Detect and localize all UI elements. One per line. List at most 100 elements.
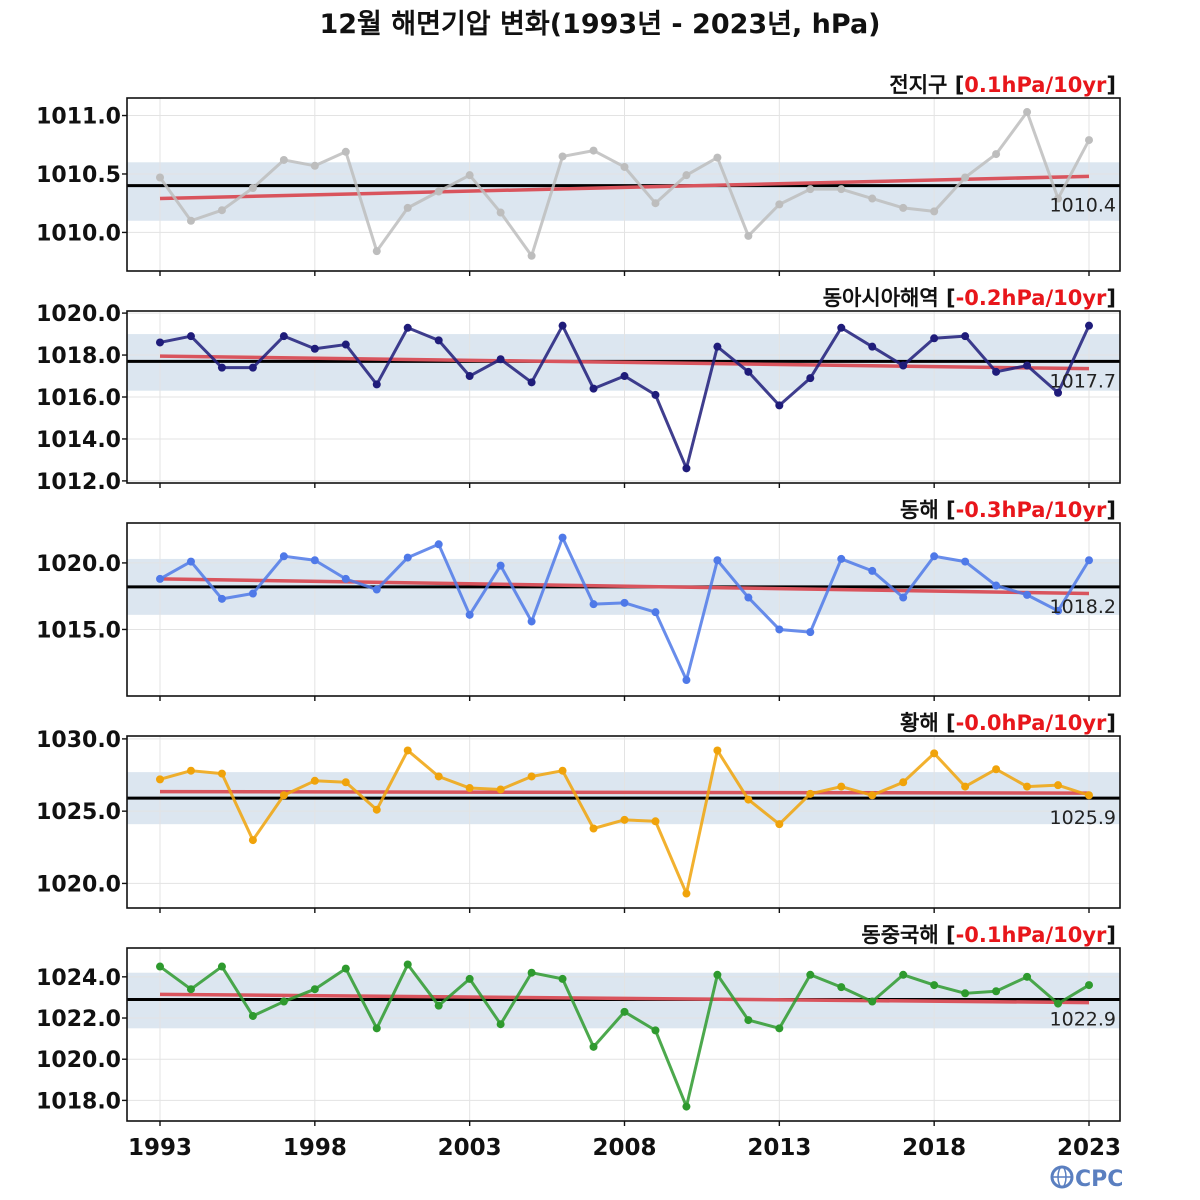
data-point (465, 372, 474, 381)
bracket-close: ] (1106, 923, 1116, 947)
data-point (1023, 108, 1032, 117)
region-name: 황해 [ (900, 711, 956, 735)
data-point (310, 161, 319, 170)
data-point (310, 556, 319, 565)
data-point (465, 784, 474, 793)
data-point (961, 332, 970, 341)
bracket-close: ] (1106, 711, 1116, 735)
data-point (496, 561, 505, 570)
data-point (620, 815, 629, 824)
data-point (372, 380, 381, 389)
region-name: 동중국해 [ (861, 923, 955, 947)
data-point (527, 772, 536, 781)
logo: CPC (1050, 1165, 1123, 1192)
mean-value-label: 1022.9 (1050, 1008, 1116, 1030)
data-point (186, 557, 195, 566)
data-point (434, 772, 443, 781)
data-point (961, 557, 970, 566)
data-point (744, 231, 753, 240)
std-band (127, 162, 1120, 221)
data-point (620, 162, 629, 171)
y-tick-label: 1010.0 (36, 221, 121, 246)
data-point (434, 336, 443, 345)
data-point (930, 981, 939, 990)
data-point (806, 970, 815, 979)
data-point (744, 1016, 753, 1025)
data-point (775, 625, 784, 634)
panel-1: 1010.4 1010.0 1010.5 1011.0 전지구 [0.1hPa/10yr… (36, 73, 1121, 276)
data-point (341, 778, 350, 787)
trend-value: -0.3hPa/10yr (956, 498, 1107, 522)
data-point (341, 574, 350, 583)
data-point (837, 554, 846, 563)
data-point (403, 203, 412, 212)
data-point (186, 985, 195, 994)
panel-label: 동중국해 [-0.1hPa/10yr] (861, 923, 1116, 947)
data-point (1054, 999, 1063, 1008)
data-point (899, 203, 908, 212)
data-point (992, 367, 1001, 376)
data-point (682, 171, 691, 180)
data-point (156, 574, 164, 583)
data-point (1085, 136, 1093, 145)
data-point (1054, 194, 1063, 203)
data-point (465, 610, 474, 619)
data-point (868, 566, 877, 575)
x-tick-label: 2003 (438, 1135, 502, 1161)
data-point (465, 171, 474, 180)
trend-value: -0.1hPa/10yr (956, 923, 1107, 947)
mean-value-label: 1017.7 (1050, 370, 1116, 392)
data-point (403, 553, 412, 562)
data-point (682, 676, 691, 685)
data-point (713, 970, 722, 979)
data-point (279, 997, 288, 1006)
data-point (620, 598, 629, 607)
panel-label: 동해 [-0.3hPa/10yr] (900, 498, 1116, 522)
panels-group: 1010.4 1010.0 1010.5 1011.0 전지구 [0.1hPa/10yr… (36, 73, 1121, 1126)
data-point (1054, 606, 1063, 615)
y-tick-label: 1018.0 (36, 344, 121, 369)
data-point (682, 464, 691, 473)
data-point (589, 146, 598, 155)
data-point (837, 983, 846, 992)
data-point (527, 968, 536, 977)
data-point (868, 997, 877, 1006)
data-point (1023, 590, 1032, 599)
panel-plot-area (127, 736, 1120, 908)
panel-2: 1017.7 1012.0 1014.0 1016.0 1018.0 1020.0 동아시아… (36, 286, 1121, 495)
mean-value-label: 1010.4 (1050, 195, 1116, 217)
x-tick-label: 2018 (902, 1135, 966, 1161)
data-point (496, 1020, 505, 1029)
y-tick-label: 1022.0 (36, 1007, 121, 1032)
data-point (496, 355, 505, 364)
data-point (930, 207, 939, 216)
data-point (248, 589, 257, 598)
data-point (558, 766, 567, 775)
data-point (837, 323, 846, 332)
data-point (930, 334, 939, 343)
y-tick-label: 1020.0 (36, 1048, 121, 1073)
data-point (248, 184, 257, 193)
trend-line (159, 174, 1090, 201)
data-point (403, 746, 412, 755)
data-point (341, 964, 350, 973)
data-point (744, 795, 753, 804)
data-point (1085, 981, 1093, 990)
data-point (248, 363, 257, 372)
data-point (341, 340, 350, 349)
trend-line (159, 354, 1090, 371)
data-point (961, 989, 970, 998)
data-point (837, 782, 846, 791)
data-point (682, 1102, 691, 1111)
trend-value: 0.1hPa/10yr (964, 73, 1107, 97)
data-point (1054, 388, 1063, 397)
trend-value: -0.0hPa/10yr (956, 711, 1107, 735)
trend-line (159, 577, 1090, 596)
logo-text: CPC (1075, 1167, 1123, 1192)
data-point (527, 617, 536, 626)
region-name: 전지구 [ (889, 73, 964, 97)
panel-5: 1022.9 1018.0 1020.0 1022.0 1024.0 동중국해 [-0.1… (36, 923, 1121, 1126)
data-point (713, 153, 722, 162)
data-point (434, 1001, 443, 1010)
